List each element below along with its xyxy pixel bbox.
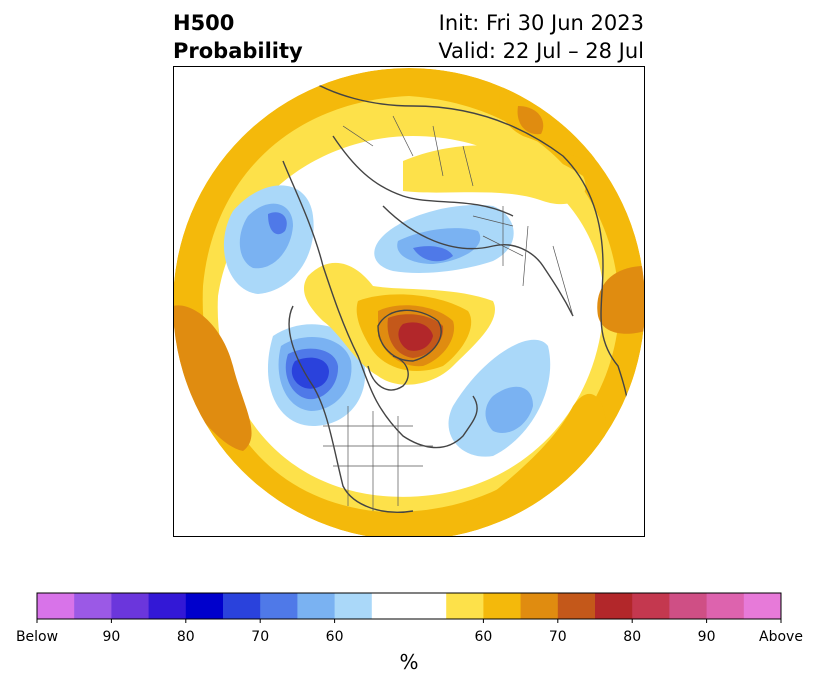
colorbar-swatch [595,593,633,619]
europe-orange-region [597,266,645,334]
asia-gold-patch [499,86,603,159]
colorbar-swatch [520,593,559,619]
colorbar-swatch [371,593,410,619]
colorbar-swatch [557,593,596,619]
colorbar-swatch [743,593,782,619]
colorbar-frame [36,592,782,620]
colorbar-tick-label: Above [759,629,803,645]
colorbar-unit-label: % [399,650,418,674]
atlantic-gold-band [463,393,606,526]
title-line-h500: H500 [173,11,235,35]
blue-anomaly-northwest-core [268,212,287,235]
colorbar-swatch [223,593,261,619]
blue-anomaly-north-core [413,246,453,262]
political-borders [323,115,574,511]
colorbar-swatch [632,593,670,619]
asia-orange-patch [517,106,544,135]
warm-anomaly-center-core [398,322,433,351]
colorbar-swatch [185,593,224,619]
colorbar-swatch [74,593,112,619]
coastlines [282,75,630,513]
colorbar-swatches [37,593,782,619]
colorbar-swatch [148,593,187,619]
colorbar-swatch [297,593,336,619]
colorbar-swatch [483,593,522,619]
arctic-yellow-band [403,145,586,205]
valid-date: Valid: 22 Jul – 28 Jul [438,39,644,63]
probability-colorbar: Below 90 80 70 60 60 70 80 90 Above % [16,592,803,674]
colorbar-tick-label: 60 [474,629,492,645]
colorbar-swatch [669,593,708,619]
blue-anomaly-north-mid [397,228,481,264]
colorbar-ticks: Below 90 80 70 60 60 70 80 90 Above [16,619,803,645]
init-date: Init: Fri 30 Jun 2023 [438,11,644,35]
colorbar-tick-label: Below [16,629,58,645]
colorbar-swatch [334,593,373,619]
colorbar-tick-label: 70 [549,629,567,645]
colorbar-tick-label: 90 [102,629,120,645]
colorbar-swatch [409,593,447,619]
forecast-dates: Init: Fri 30 Jun 2023 Valid: 22 Jul – 28… [438,9,644,65]
colorbar-swatch [446,593,484,619]
colorbar-swatch [706,593,745,619]
colorbar-swatch [37,593,75,619]
colorbar-swatch [111,593,150,619]
colorbar-tick-label: 60 [326,629,344,645]
title-line-probability: Probability [173,39,303,63]
colorbar-swatch [260,593,298,619]
blue-anomaly-east-mid [485,386,533,434]
colorbar-tick-label: 70 [251,629,269,645]
map-title: H500 Probability [173,9,303,65]
colorbar-tick-label: 80 [623,629,641,645]
map-frame [173,66,645,537]
polar-probability-map [173,66,645,537]
colorbar-tick-label: 90 [698,629,716,645]
colorbar-tick-label: 80 [177,629,195,645]
pacific-orange-region [173,305,252,451]
